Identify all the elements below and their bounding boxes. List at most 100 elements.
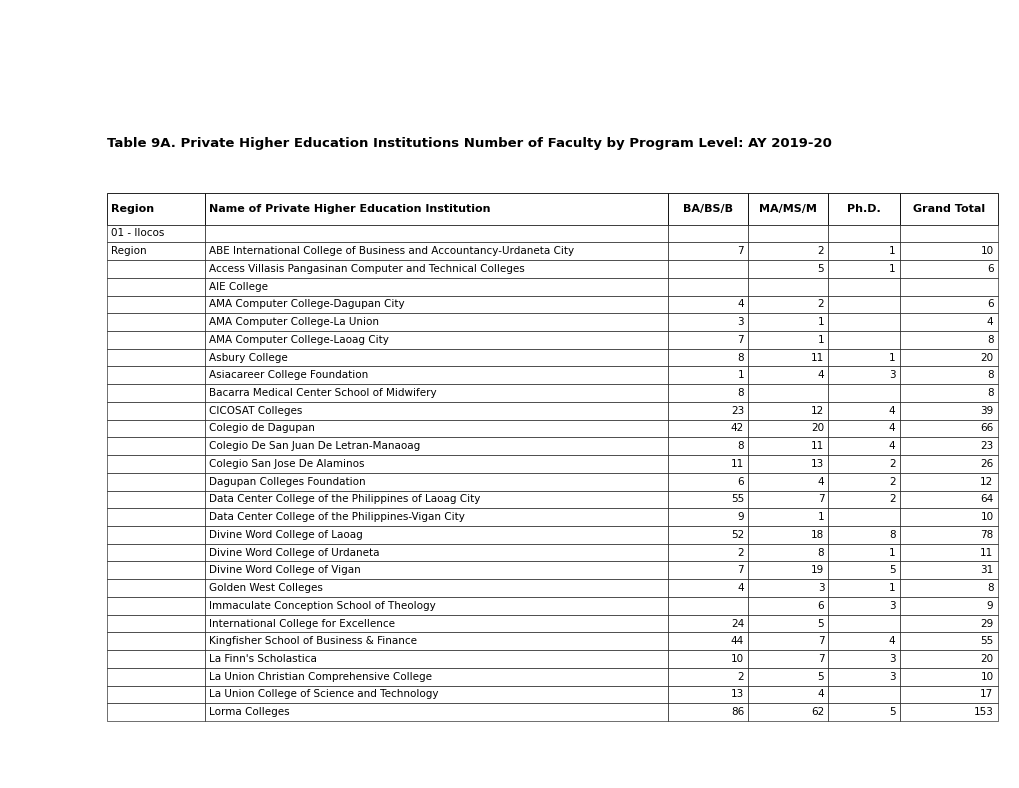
Text: 8: 8 — [986, 370, 993, 381]
Text: 9: 9 — [737, 512, 744, 522]
Text: 78: 78 — [979, 530, 993, 540]
Bar — [205, 419, 667, 437]
Bar — [205, 544, 667, 561]
Bar — [667, 296, 748, 313]
Bar — [827, 579, 899, 597]
Bar — [205, 349, 667, 366]
Text: Colegio de Dagupan: Colegio de Dagupan — [209, 423, 315, 433]
Bar — [107, 437, 205, 455]
Bar — [899, 314, 997, 331]
Bar — [748, 597, 827, 615]
Text: 8: 8 — [888, 530, 895, 540]
Text: 2: 2 — [737, 671, 744, 682]
Bar — [748, 508, 827, 526]
Bar — [107, 260, 205, 278]
Bar — [827, 349, 899, 366]
Bar — [667, 402, 748, 419]
Text: 1: 1 — [888, 548, 895, 558]
Bar — [899, 526, 997, 544]
Bar — [827, 225, 899, 243]
Text: AMA Computer College-Laoag City: AMA Computer College-Laoag City — [209, 335, 388, 345]
Text: 13: 13 — [731, 690, 744, 700]
Text: 5: 5 — [888, 707, 895, 717]
Text: 2: 2 — [888, 494, 895, 504]
Text: 3: 3 — [817, 583, 823, 593]
Bar — [667, 366, 748, 385]
Text: 4: 4 — [817, 690, 823, 700]
Text: 23: 23 — [731, 406, 744, 416]
Text: 5: 5 — [817, 671, 823, 682]
Bar — [107, 508, 205, 526]
Text: 8: 8 — [986, 583, 993, 593]
Bar — [205, 473, 667, 490]
Bar — [899, 331, 997, 348]
Bar — [667, 473, 748, 490]
Bar — [827, 402, 899, 419]
Bar — [748, 193, 827, 225]
Bar — [827, 278, 899, 296]
Bar — [205, 633, 667, 650]
Bar — [205, 668, 667, 686]
Bar — [107, 278, 205, 296]
Text: Data Center College of the Philippines of Laoag City: Data Center College of the Philippines o… — [209, 494, 480, 504]
Text: 3: 3 — [888, 600, 895, 611]
Text: Grand Total: Grand Total — [912, 204, 983, 214]
Text: ABE International College of Business and Accountancy-Urdaneta City: ABE International College of Business an… — [209, 246, 574, 256]
Text: 153: 153 — [973, 707, 993, 717]
Text: 8: 8 — [737, 388, 744, 398]
Bar — [899, 296, 997, 313]
Bar — [107, 225, 205, 243]
Bar — [827, 385, 899, 402]
Text: 20: 20 — [979, 352, 993, 362]
Text: Table 9A. Private Higher Education Institutions Number of Faculty by Program Lev: Table 9A. Private Higher Education Insti… — [107, 137, 832, 150]
Bar — [205, 579, 667, 597]
Bar — [827, 704, 899, 721]
Bar — [667, 455, 748, 473]
Text: Lorma Colleges: Lorma Colleges — [209, 707, 289, 717]
Bar — [827, 508, 899, 526]
Bar — [107, 650, 205, 668]
Text: Golden West Colleges: Golden West Colleges — [209, 583, 323, 593]
Bar — [899, 686, 997, 703]
Bar — [899, 615, 997, 632]
Text: 8: 8 — [986, 335, 993, 345]
Text: 1: 1 — [888, 264, 895, 274]
Bar — [827, 193, 899, 225]
Text: Divine Word College of Urdaneta: Divine Word College of Urdaneta — [209, 548, 379, 558]
Bar — [205, 314, 667, 331]
Text: 20: 20 — [810, 423, 823, 433]
Bar — [748, 296, 827, 313]
Text: 12: 12 — [979, 477, 993, 487]
Bar — [205, 402, 667, 419]
Text: 6: 6 — [986, 264, 993, 274]
Bar — [205, 225, 667, 243]
Bar — [899, 402, 997, 419]
Bar — [667, 278, 748, 296]
Bar — [899, 455, 997, 473]
Bar — [899, 193, 997, 225]
Bar — [827, 473, 899, 490]
Bar — [667, 633, 748, 650]
Text: La Finn's Scholastica: La Finn's Scholastica — [209, 654, 317, 664]
Text: 11: 11 — [810, 441, 823, 452]
Bar — [827, 260, 899, 278]
Text: 19: 19 — [810, 565, 823, 575]
Text: Access Villasis Pangasinan Computer and Technical Colleges: Access Villasis Pangasinan Computer and … — [209, 264, 525, 274]
Bar — [205, 193, 667, 225]
Text: Colegio San Jose De Alaminos: Colegio San Jose De Alaminos — [209, 459, 364, 469]
Text: 6: 6 — [817, 600, 823, 611]
Text: 18: 18 — [810, 530, 823, 540]
Text: CICOSAT Colleges: CICOSAT Colleges — [209, 406, 303, 416]
Text: 7: 7 — [737, 565, 744, 575]
Bar — [107, 296, 205, 313]
Text: Divine Word College of Laoag: Divine Word College of Laoag — [209, 530, 363, 540]
Bar — [667, 437, 748, 455]
Text: 10: 10 — [979, 671, 993, 682]
Bar — [667, 526, 748, 544]
Bar — [748, 668, 827, 686]
Text: 3: 3 — [888, 370, 895, 381]
Bar — [107, 385, 205, 402]
Bar — [667, 314, 748, 331]
Bar — [205, 490, 667, 508]
Bar — [107, 490, 205, 508]
